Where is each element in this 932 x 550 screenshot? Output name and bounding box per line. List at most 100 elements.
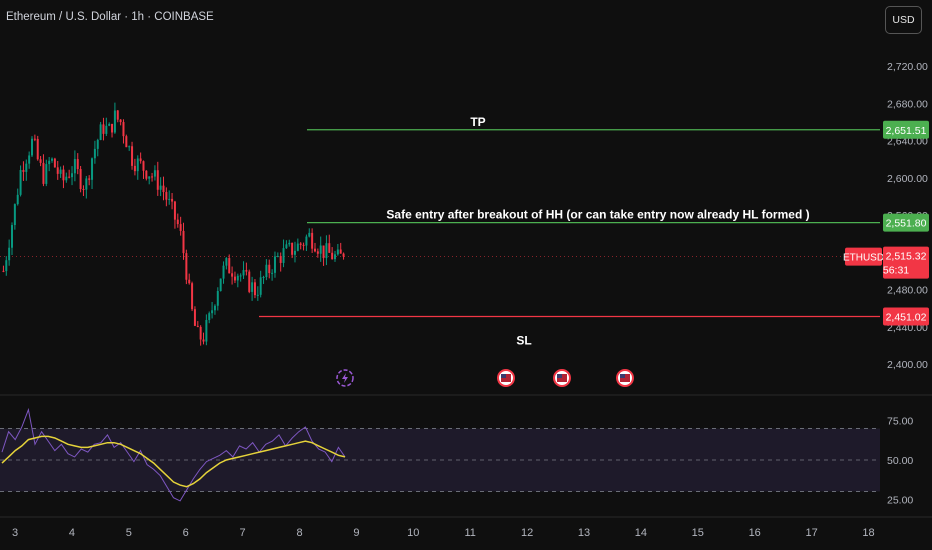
candle xyxy=(148,176,151,179)
candle xyxy=(85,178,88,190)
time-axis-label: 5 xyxy=(126,527,132,539)
candle xyxy=(299,243,302,245)
candle xyxy=(125,136,128,148)
candle xyxy=(88,178,91,180)
level-price-tag xyxy=(883,120,929,139)
candle xyxy=(296,243,299,251)
candle xyxy=(42,162,45,184)
rsi-line xyxy=(1,407,346,502)
flag-icon-canton xyxy=(557,374,562,378)
time-axis-label: 11 xyxy=(464,527,475,539)
candle xyxy=(131,146,134,166)
candle xyxy=(291,242,294,255)
candle xyxy=(59,169,62,174)
candle xyxy=(151,176,154,178)
candle xyxy=(259,277,262,295)
candle xyxy=(179,224,182,231)
candle xyxy=(336,249,339,255)
time-axis-label: 4 xyxy=(69,527,75,539)
level-price-tag xyxy=(883,307,929,326)
candle xyxy=(253,282,256,296)
candle xyxy=(13,204,16,226)
candle xyxy=(188,279,191,284)
candle xyxy=(256,294,259,296)
rsi-axis-label: 25.00 xyxy=(887,494,913,506)
candle xyxy=(65,176,68,181)
candle xyxy=(328,243,331,253)
candle xyxy=(236,275,239,281)
rsi-axis-label: 50.00 xyxy=(887,455,913,467)
candle xyxy=(211,310,214,314)
us-flag-icon xyxy=(616,369,634,387)
candle xyxy=(139,158,142,162)
candle xyxy=(62,169,65,181)
candle xyxy=(153,170,156,177)
time-axis-label: 9 xyxy=(353,527,359,539)
level-price-label: 2,551.80 xyxy=(886,218,927,230)
level-annotation: TP xyxy=(470,115,485,129)
candle xyxy=(202,339,205,342)
time-axis-label: 17 xyxy=(805,527,817,539)
candle xyxy=(5,260,8,272)
time-axis-label: 8 xyxy=(296,527,302,539)
candle xyxy=(22,170,25,172)
candle xyxy=(68,176,71,178)
level-annotation: SL xyxy=(516,333,531,347)
candle xyxy=(8,247,11,261)
candle xyxy=(93,148,96,159)
candle xyxy=(302,244,305,246)
countdown-label: 56:31 xyxy=(883,265,909,277)
candle xyxy=(308,232,311,237)
flash-icon-ring xyxy=(336,369,354,387)
candle xyxy=(25,163,28,172)
time-axis-label: 18 xyxy=(862,527,874,539)
candle xyxy=(45,164,48,184)
candle xyxy=(82,188,85,190)
candle xyxy=(196,325,199,327)
candle xyxy=(48,160,51,165)
candle xyxy=(11,225,14,248)
symbol-badge-label: ETHUSD xyxy=(843,253,884,264)
currency-button[interactable]: USD xyxy=(885,6,922,34)
candle xyxy=(339,249,342,254)
candle xyxy=(265,264,268,278)
candle xyxy=(225,258,228,266)
candle xyxy=(231,273,234,277)
candle xyxy=(191,283,194,310)
candle xyxy=(119,119,122,123)
symbol-badge xyxy=(845,247,882,266)
us-flag-icon xyxy=(497,369,515,387)
candle xyxy=(311,232,314,249)
candle xyxy=(71,173,74,178)
candle xyxy=(282,248,285,263)
candle xyxy=(113,110,116,133)
flag-icon-canton xyxy=(620,374,625,378)
candle xyxy=(168,198,171,200)
candle xyxy=(239,275,242,277)
candle xyxy=(76,159,79,170)
candle xyxy=(136,158,139,172)
candle xyxy=(276,256,279,258)
time-axis-label: 3 xyxy=(12,527,18,539)
candle xyxy=(108,123,111,126)
flash-icon-bolt xyxy=(342,373,348,383)
price-axis-label: 2,680.00 xyxy=(887,98,928,110)
candle xyxy=(16,194,19,205)
time-axis-label: 15 xyxy=(692,527,704,539)
flash-icon xyxy=(336,369,354,387)
time-axis-label: 14 xyxy=(635,527,647,539)
rsi-axis-label: 75.00 xyxy=(887,416,913,428)
candle xyxy=(288,242,291,245)
candle xyxy=(111,123,114,133)
candle xyxy=(342,253,345,257)
candle xyxy=(39,159,42,163)
candle xyxy=(199,326,202,340)
candle xyxy=(222,265,225,279)
candle xyxy=(145,170,148,179)
time-axis-label: 7 xyxy=(240,527,246,539)
candle xyxy=(279,256,282,263)
candle xyxy=(56,167,59,174)
candle xyxy=(219,278,222,292)
candle xyxy=(325,243,328,259)
